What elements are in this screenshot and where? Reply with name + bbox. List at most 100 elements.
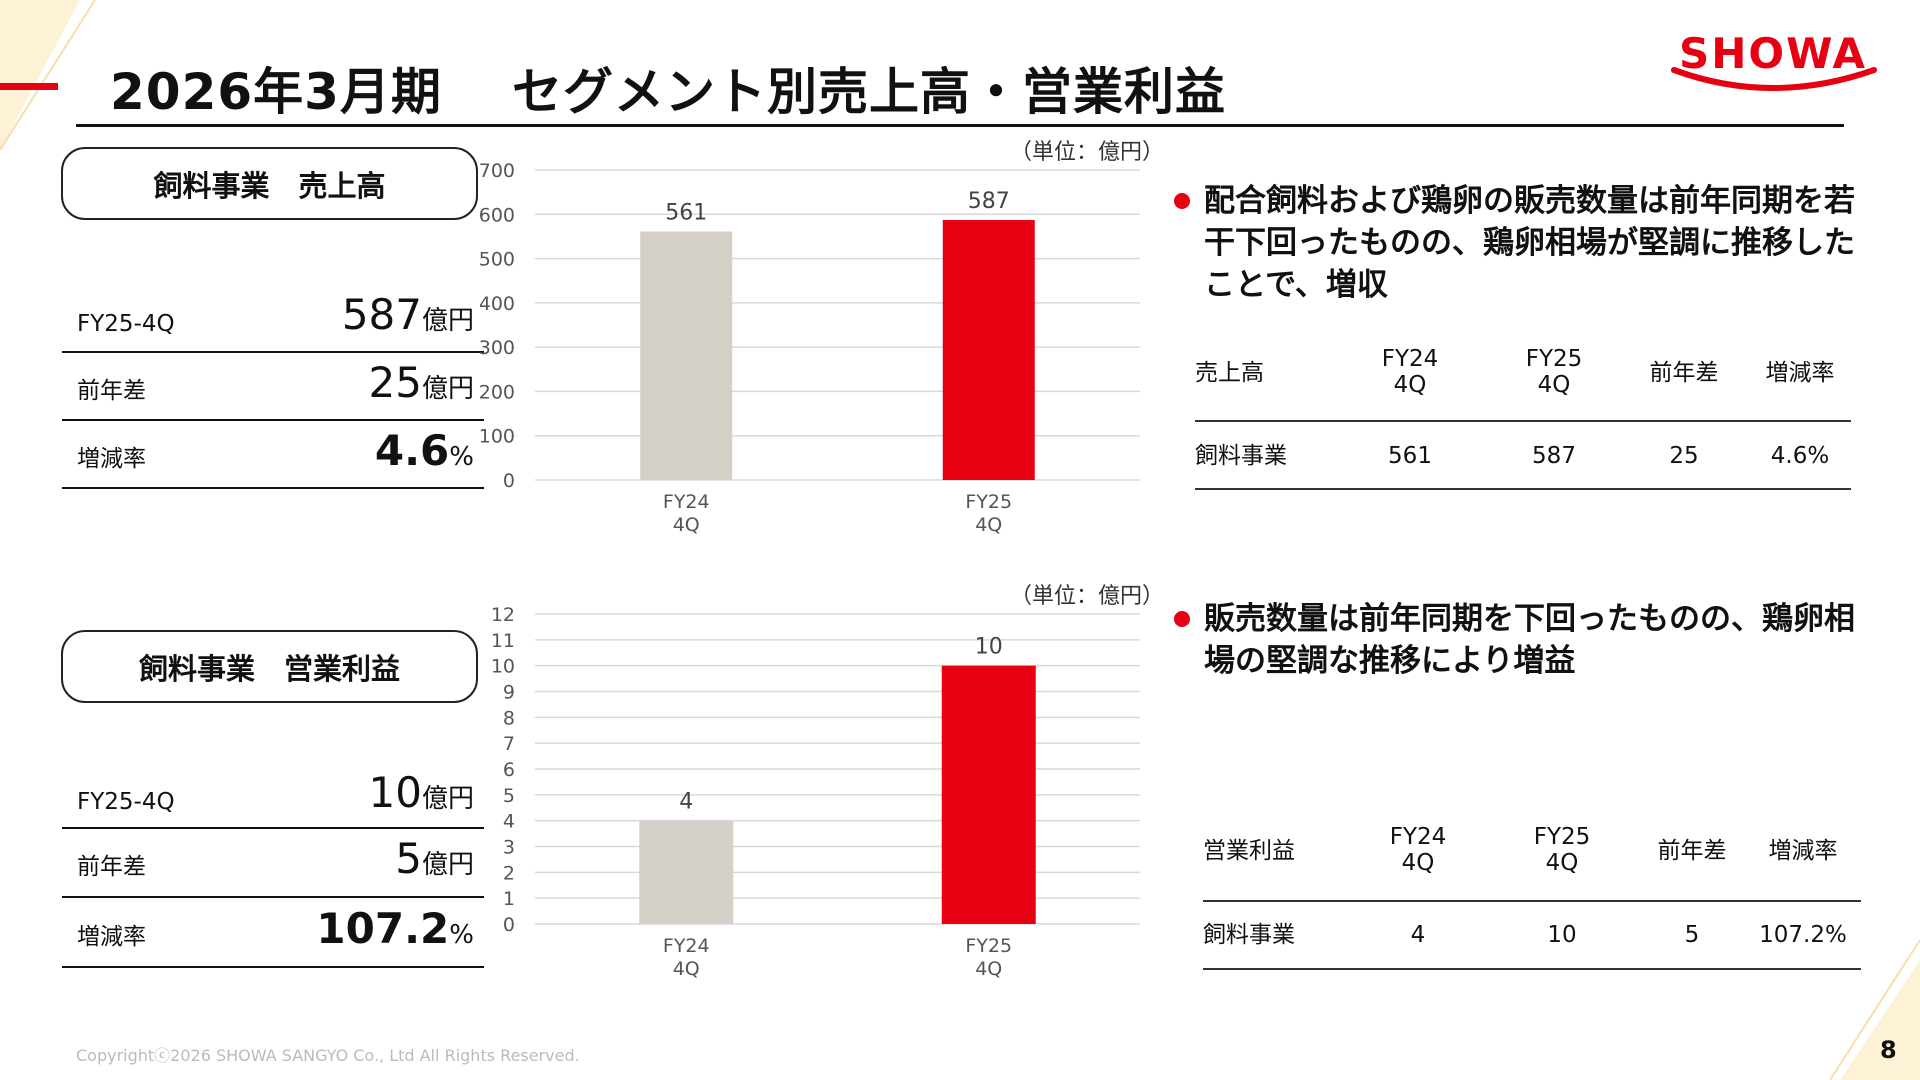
table-cell: 561 bbox=[1388, 443, 1432, 469]
title-divider bbox=[76, 124, 1844, 127]
bullet-dot-icon bbox=[1174, 193, 1190, 209]
x-tick-label: FY24 4Q bbox=[663, 491, 710, 536]
page-number: 8 bbox=[1880, 1036, 1897, 1064]
x-tick-label: FY25 4Q bbox=[965, 491, 1012, 536]
y-tick-label: 600 bbox=[480, 204, 515, 226]
sales-row-value: 587 bbox=[341, 290, 422, 339]
sales-row-divider bbox=[62, 487, 484, 489]
sales-row-divider bbox=[62, 351, 484, 353]
y-tick-label: 2 bbox=[503, 862, 515, 884]
table-header: 売上高 bbox=[1195, 360, 1264, 386]
sales-row-diff: 前年差 25億円 bbox=[62, 352, 484, 419]
sales-row-label: 前年差 bbox=[77, 378, 146, 404]
table-cell: 10 bbox=[1547, 922, 1577, 948]
sales-row-unit: 億円 bbox=[421, 374, 474, 404]
y-tick-label: 700 bbox=[480, 160, 515, 182]
profit-row-divider bbox=[62, 827, 484, 829]
profit-row-label: FY25-4Q bbox=[77, 789, 175, 815]
table-cell: 飼料事業 bbox=[1203, 922, 1295, 948]
table-divider bbox=[1195, 488, 1851, 490]
profit-row-current: FY25-4Q 10億円 bbox=[62, 762, 484, 829]
table-header: FY25 4Q bbox=[1525, 346, 1583, 398]
title-text: セグメント別売上高・営業利益 bbox=[511, 63, 1226, 121]
table-cell: 4 bbox=[1410, 922, 1426, 948]
company-logo: SHOWA bbox=[1671, 29, 1877, 91]
profit-row-value: 107.2 bbox=[316, 904, 450, 953]
table-cell: 107.2% bbox=[1759, 922, 1847, 948]
table-header: 前年差 bbox=[1657, 838, 1727, 864]
profit-row-rate: 増減率 107.2% bbox=[62, 898, 484, 965]
profit-row-value: 5 bbox=[395, 834, 422, 883]
y-tick-label: 1 bbox=[503, 888, 515, 910]
y-tick-label: 10 bbox=[491, 656, 515, 678]
y-tick-label: 0 bbox=[503, 470, 515, 492]
y-tick-label: 200 bbox=[480, 381, 515, 403]
table-header: FY24 4Q bbox=[1389, 824, 1447, 876]
table-divider bbox=[1195, 420, 1851, 422]
y-tick-label: 9 bbox=[503, 682, 515, 704]
profit-unit-label: （単位：億円） bbox=[1010, 584, 1165, 609]
table-header: 増減率 bbox=[1768, 838, 1838, 864]
data-label: 4 bbox=[679, 790, 693, 815]
table-header: 増減率 bbox=[1765, 360, 1835, 386]
sales-row-value: 4.6 bbox=[374, 426, 450, 475]
y-tick-label: 12 bbox=[491, 604, 515, 626]
data-label: 10 bbox=[975, 635, 1003, 660]
table-cell: 587 bbox=[1532, 443, 1576, 469]
profit-bullet-text: 販売数量は前年同期を下回ったものの、鶏卵相場の堅調な推移により増益 bbox=[1204, 601, 1855, 679]
sales-row-value: 25 bbox=[368, 358, 422, 407]
page-title: 2026年3月期 セグメント別売上高・営業利益 bbox=[110, 52, 1226, 124]
table-header: 営業利益 bbox=[1203, 838, 1295, 864]
sales-row-divider bbox=[62, 419, 484, 421]
title-period: 2026年3月期 bbox=[110, 63, 442, 121]
table-cell: 4.6% bbox=[1770, 443, 1830, 469]
sales-unit-label: （単位：億円） bbox=[1010, 140, 1165, 165]
y-tick-label: 8 bbox=[503, 707, 515, 729]
profit-row-unit: 億円 bbox=[421, 850, 474, 880]
table-cell: 25 bbox=[1669, 443, 1699, 469]
y-tick-label: 4 bbox=[503, 811, 515, 833]
bar-1 bbox=[942, 220, 1035, 480]
accent-bar bbox=[0, 83, 58, 90]
y-tick-label: 300 bbox=[480, 337, 515, 359]
y-tick-label: 400 bbox=[480, 293, 515, 315]
profit-row-label: 増減率 bbox=[77, 924, 146, 950]
table-cell: 飼料事業 bbox=[1195, 443, 1287, 469]
profit-row-divider bbox=[62, 966, 484, 968]
y-tick-label: 500 bbox=[480, 249, 515, 271]
y-tick-label: 3 bbox=[503, 837, 515, 859]
profit-row-label: 前年差 bbox=[77, 854, 146, 880]
data-label: 561 bbox=[665, 201, 707, 226]
bullet-dot-icon bbox=[1174, 611, 1190, 627]
corner-decoration-top-left bbox=[0, 0, 96, 151]
sales-bar-chart: 0 100 200 300 400 500 600 700 561 FY24 4Q 587 FY25 4Q bbox=[480, 160, 1140, 536]
sales-row-label: FY25-4Q bbox=[77, 311, 175, 337]
copyright-text: Copyrightⓒ2026 SHOWA SANGYO Co., Ltd All… bbox=[76, 1046, 580, 1065]
y-tick-label: 6 bbox=[503, 759, 515, 781]
data-label: 587 bbox=[968, 189, 1010, 214]
bar-1 bbox=[941, 665, 1036, 924]
profit-row-diff: 前年差 5億円 bbox=[62, 828, 484, 895]
sales-bullet: 配合飼料および鶏卵の販売数量は前年同期を若干下回ったものの、鶏卵相場が堅調に推移… bbox=[1174, 180, 1874, 306]
table-header: 前年差 bbox=[1649, 360, 1719, 386]
sales-bullet-text: 配合飼料および鶏卵の販売数量は前年同期を若干下回ったものの、鶏卵相場が堅調に推移… bbox=[1204, 183, 1855, 303]
profit-table: 営業利益 FY24 4Q FY25 4Q 前年差 増減率 飼料事業 4 10 5… bbox=[1203, 818, 1861, 970]
profit-row-divider bbox=[62, 896, 484, 898]
profit-row-unit: % bbox=[449, 920, 474, 950]
table-divider bbox=[1203, 968, 1861, 970]
y-tick-label: 11 bbox=[491, 630, 515, 652]
table-cell: 5 bbox=[1684, 922, 1700, 948]
corner-decoration-bottom-right bbox=[1829, 939, 1920, 1080]
sales-row-unit: % bbox=[449, 442, 474, 472]
profit-bullet: 販売数量は前年同期を下回ったものの、鶏卵相場の堅調な推移により増益 bbox=[1174, 598, 1874, 682]
bar-0 bbox=[639, 820, 734, 924]
sales-row-current: FY25-4Q 587億円 bbox=[62, 284, 484, 351]
sales-row-unit: 億円 bbox=[421, 306, 474, 336]
table-divider bbox=[1203, 900, 1861, 902]
x-tick-label: FY25 4Q bbox=[965, 935, 1012, 980]
sales-row-rate: 増減率 4.6% bbox=[62, 420, 484, 487]
sales-pill: 飼料事業 売上高 bbox=[61, 147, 478, 220]
y-tick-label: 0 bbox=[503, 914, 515, 936]
profit-row-value: 10 bbox=[368, 768, 422, 817]
